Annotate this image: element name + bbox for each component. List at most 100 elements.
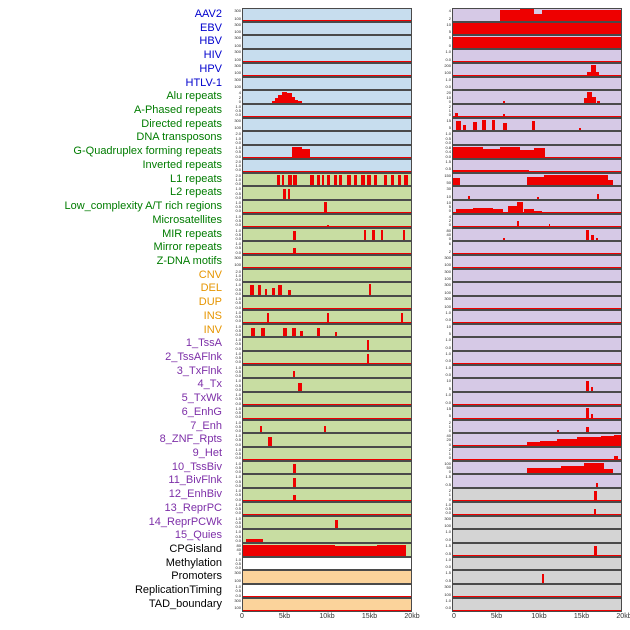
- y-tick-label: 40: [236, 547, 241, 553]
- y-axis-ticks: 1.0 0.0: [438, 529, 452, 543]
- signal-bar: [390, 175, 395, 186]
- y-axis-ticks: 1.0 0.0: [438, 392, 452, 406]
- left-track-panel: [242, 241, 412, 255]
- signal-bar: [243, 568, 411, 570]
- y-tick-label: 1: [448, 492, 451, 498]
- signal-bar: [453, 178, 460, 186]
- y-tick-label: 0.0: [235, 222, 241, 228]
- y-tick-label: 0.0: [235, 441, 241, 447]
- y-tick-label: 300: [234, 117, 241, 123]
- y-tick-label: 0.0: [235, 304, 241, 310]
- track-row: Promoters 300 100 1.5 0.5: [0, 570, 630, 585]
- y-axis-ticks: 15 5: [438, 118, 452, 132]
- y-tick-label: 0.5: [235, 327, 241, 333]
- track-label: Low_complexity A/T rich regions: [64, 200, 222, 213]
- signal-bar: [290, 403, 341, 405]
- y-axis-ticks: 300 100: [228, 35, 242, 49]
- track-row: 5_TxWk 1.0 0.5 0.0 1.0 0.0: [0, 392, 630, 406]
- y-tick-label: 1.0: [445, 392, 451, 398]
- signal-bar: [590, 387, 594, 392]
- y-tick-label: 1.0: [235, 405, 241, 411]
- y-axis-ticks: 1.0 0.5 0.0: [228, 557, 242, 571]
- signal-bar: [264, 289, 268, 296]
- y-tick-label: 50: [446, 180, 451, 186]
- right-track-panel: [452, 172, 622, 187]
- track-row: HBV 300 100 5 0: [0, 35, 630, 50]
- y-tick-label: 0.0: [235, 469, 241, 475]
- y-tick-label: 2.0: [235, 158, 241, 164]
- y-tick-label: 0: [238, 98, 241, 104]
- left-track-panel: [242, 104, 412, 118]
- y-tick-label: 0.0: [445, 510, 451, 516]
- signal-bar: [266, 313, 269, 323]
- y-axis-ticks: 0.8 0.4 0.0: [438, 145, 452, 159]
- signal-bar: [542, 9, 621, 21]
- signal-bar: [281, 175, 285, 186]
- track-label: HTLV-1: [185, 76, 222, 89]
- left-track-panel: [242, 364, 412, 379]
- y-tick-label: 0: [448, 496, 451, 502]
- track-row: CNV 2.0 1.0 0.0 300 100: [0, 268, 630, 283]
- y-tick-label: 300: [444, 515, 451, 521]
- track-row: Alu repeats 4 2 0 20 10 0: [0, 90, 630, 105]
- signal-bar: [338, 175, 343, 186]
- panel-gap: [412, 228, 438, 242]
- signal-bar: [548, 224, 551, 227]
- y-tick-label: 0.5: [235, 533, 241, 539]
- y-tick-label: 0.0: [235, 565, 241, 571]
- y-axis-ticks: 300 100: [228, 77, 242, 91]
- y-tick-label: 1.0: [235, 337, 241, 343]
- signal-bar: [540, 440, 558, 446]
- y-tick-label: 0.0: [235, 277, 241, 283]
- y-tick-label: 0.0: [445, 536, 451, 542]
- y-axis-ticks: 1.0 0.5 0.0: [228, 584, 242, 598]
- y-axis-ticks: 80 40 0: [438, 228, 452, 242]
- left-track-panel: [242, 131, 412, 146]
- y-axis-ticks: 2.0 1.0 0.0: [228, 269, 242, 283]
- signal-bar: [316, 175, 321, 186]
- y-tick-label: 300: [234, 597, 241, 603]
- y-tick-label: 0.0: [235, 235, 241, 241]
- signal-bar: [453, 157, 621, 158]
- signal-bar: [243, 184, 411, 186]
- signal-bar: [335, 520, 338, 529]
- left-track-panel: [242, 515, 412, 530]
- signal-bar: [291, 147, 302, 158]
- signal-bar: [293, 464, 296, 474]
- y-tick-label: 1.0: [235, 488, 241, 494]
- signal-bar: [491, 119, 495, 131]
- y-tick-label: 0.5: [235, 300, 241, 306]
- y-tick-label: 4: [448, 213, 451, 219]
- panel-gap: [412, 173, 438, 187]
- signal-bar: [293, 230, 297, 241]
- panel-gap: [412, 77, 438, 91]
- track-row: DNA transposons 2.0 1.0 0.0 1.0 0.5 0.0: [0, 131, 630, 146]
- y-tick-label: 100: [234, 125, 241, 131]
- signal-bar: [360, 175, 365, 186]
- panel-gap: [412, 584, 438, 598]
- track-label: Z-DNA motifs: [156, 254, 222, 267]
- y-tick-label: 2: [448, 217, 451, 223]
- y-tick-label: 0.0: [235, 249, 241, 255]
- signal-bar: [516, 202, 523, 213]
- left-track-panel: [242, 8, 412, 22]
- y-tick-label: 1.0: [445, 529, 451, 535]
- panel-gap: [412, 186, 438, 200]
- signal-bar: [377, 544, 406, 556]
- track-label: 12_EnhBiv: [168, 488, 222, 501]
- signal-bar: [595, 252, 605, 254]
- signal-bar: [261, 328, 265, 337]
- track-row: HIV 300 100 1.0 0.0: [0, 49, 630, 63]
- y-tick-label: 0.0: [235, 167, 241, 173]
- track-label: 13_ReprPC: [164, 501, 222, 514]
- y-axis-ticks: 300 100: [228, 8, 242, 22]
- track-label: Promoters: [171, 570, 222, 583]
- y-tick-label: 15: [446, 405, 451, 411]
- left-x-axis: 0 5kb 10kb 15kb 20kb: [240, 613, 420, 628]
- signal-bar: [323, 425, 326, 433]
- right-track-panel: [452, 529, 622, 544]
- right-track-panel: [452, 282, 622, 297]
- signal-bar: [404, 175, 408, 186]
- track-row: MIR repeats 1.0 0.5 0.0 80 40 0: [0, 227, 630, 242]
- y-axis-ticks: 1.0 0.5 0.0: [228, 228, 242, 242]
